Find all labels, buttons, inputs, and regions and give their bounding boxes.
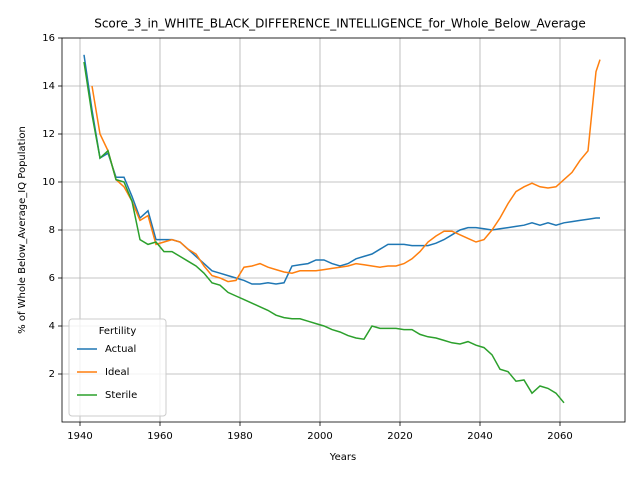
legend-title: Fertility (99, 326, 137, 337)
y-tick-label: 4 (49, 321, 55, 332)
x-tick-label: 2020 (387, 431, 412, 442)
x-tick-label: 1980 (227, 431, 252, 442)
legend-label: Ideal (105, 367, 129, 378)
x-axis-label: Years (329, 452, 356, 463)
y-axis-label: % of Whole Below_Average_IQ Population (17, 126, 28, 334)
y-tick-label: 12 (42, 129, 55, 140)
legend-label: Sterile (105, 390, 137, 401)
legend-box (68, 318, 167, 417)
y-tick-label: 2 (49, 369, 55, 380)
series-line (91, 59, 601, 283)
x-tick-label: 2000 (307, 431, 332, 442)
legend-label: Actual (105, 344, 136, 355)
y-tick-label: 14 (42, 81, 55, 92)
y-tick-label: 10 (42, 177, 55, 188)
x-tick-label: 1940 (67, 431, 92, 442)
y-tick-label: 6 (49, 273, 55, 284)
x-tick-label: 2060 (547, 431, 572, 442)
series-line (83, 61, 565, 404)
chart-title: Score_3_in_WHITE_BLACK_DIFFERENCE_INTELL… (94, 17, 586, 31)
x-tick-label: 1960 (147, 431, 172, 442)
x-tick-label: 2040 (467, 431, 492, 442)
plot-frame (61, 37, 626, 423)
y-tick-label: 16 (42, 33, 55, 44)
y-tick-label: 8 (49, 225, 55, 236)
